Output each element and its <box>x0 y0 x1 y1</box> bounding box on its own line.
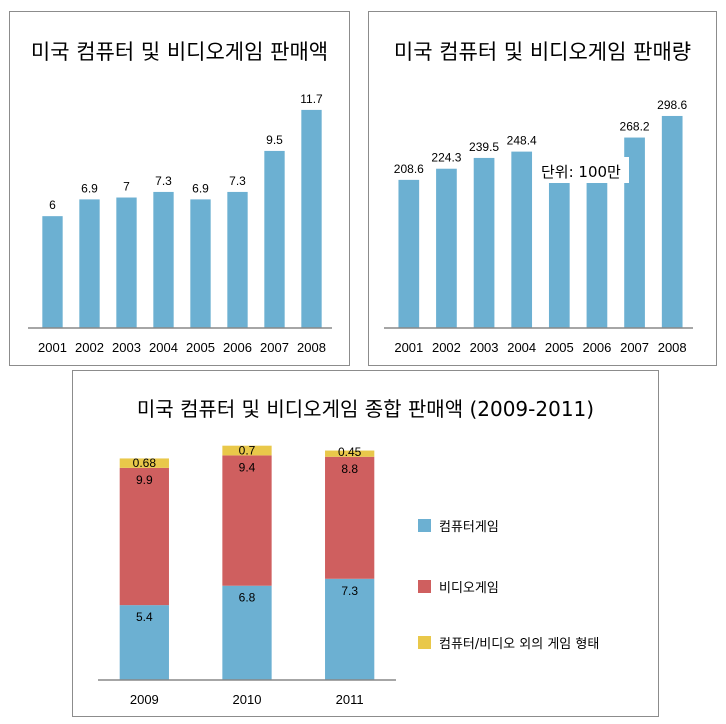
data-label: 0.7 <box>239 443 256 457</box>
data-label: 268.2 <box>620 120 650 134</box>
data-label: 298.6 <box>657 98 687 112</box>
stack-segment <box>222 455 272 586</box>
data-label: 0.45 <box>338 445 362 459</box>
bar <box>436 168 457 328</box>
stack-segment <box>325 456 375 579</box>
stack-segment <box>119 605 169 680</box>
sales-volume-chart-panel: 미국 컴퓨터 및 비디오게임 판매량 208.6 2001 224.3 2002 239… <box>368 11 717 366</box>
bar <box>624 137 645 328</box>
x-tick-label: 2003 <box>470 340 499 355</box>
legend-swatch <box>418 636 431 649</box>
sales-amount-chart-panel: 미국 컴퓨터 및 비디오게임 판매액 6 2001 6.9 2002 7 2003 7.3 2… <box>9 11 350 366</box>
data-label: 7.3 <box>341 584 358 598</box>
bar <box>42 216 63 328</box>
data-label: 6 <box>49 198 56 212</box>
x-tick-label: 2001 <box>394 340 423 355</box>
x-tick-label: 2003 <box>112 340 141 355</box>
x-tick-label: 2009 <box>130 692 159 707</box>
stack-segment <box>119 458 169 468</box>
stack-segment <box>325 450 375 457</box>
data-label: 11.7 <box>300 92 323 106</box>
bar <box>79 199 100 328</box>
data-label: 7 <box>123 180 130 194</box>
bar <box>548 157 570 328</box>
data-label: 6.8 <box>239 591 256 605</box>
data-label: 7.3 <box>155 174 172 188</box>
stack-segment <box>325 578 375 680</box>
data-label: 208.6 <box>394 162 424 176</box>
bar <box>116 197 137 328</box>
x-tick-label: 2006 <box>223 340 252 355</box>
x-tick-label: 2001 <box>38 340 67 355</box>
combined-sales-chart-panel: 미국 컴퓨터 및 비디오게임 종합 판매액 (2009-2011) 5.4 9.9… <box>72 370 659 717</box>
data-label: 248.4 <box>507 134 537 148</box>
bar <box>264 150 285 328</box>
bar <box>661 115 683 329</box>
chart-title: 미국 컴퓨터 및 비디오게임 판매액 <box>30 40 329 64</box>
legend-item: 컴퓨터/비디오 외의 게임 형태 <box>418 633 599 652</box>
data-label: 6.9 <box>192 181 209 195</box>
bar <box>153 191 174 328</box>
data-label: 6.9 <box>81 181 98 195</box>
x-tick-label: 2005 <box>545 340 574 355</box>
data-label: 9.4 <box>239 460 256 474</box>
bar <box>511 151 533 328</box>
x-tick-label: 2010 <box>233 692 262 707</box>
bar <box>398 179 420 328</box>
sales-amount-chart: 6 2001 6.9 2002 7 2003 7.3 2004 6.9 2005 7.3 2006 9.… <box>28 92 332 355</box>
x-tick-label: 2002 <box>432 340 461 355</box>
data-label: 9.5 <box>266 133 283 147</box>
unit-note-box <box>537 157 629 183</box>
stack-segment <box>222 445 272 456</box>
legend-label: 비디오게임 <box>439 581 499 596</box>
x-tick-label: 2004 <box>507 340 536 355</box>
x-tick-label: 2002 <box>75 340 104 355</box>
chart-title: 미국 컴퓨터 및 비디오게임 판매량 <box>393 40 692 64</box>
chart-title: 미국 컴퓨터 및 비디오게임 종합 판매액 (2009-2011) <box>136 397 595 421</box>
x-tick-label: 2006 <box>582 340 611 355</box>
bar <box>190 199 211 328</box>
legend-item: 비디오게임 <box>418 577 499 596</box>
data-label: 8.8 <box>341 462 358 476</box>
legend-label: 컴퓨터게임 <box>439 520 499 535</box>
bar <box>301 109 322 328</box>
data-label: 0.68 <box>133 456 157 470</box>
stack-segment <box>222 585 272 680</box>
x-tick-label: 2004 <box>149 340 178 355</box>
data-label: 7.3 <box>229 174 246 188</box>
x-tick-label: 2007 <box>260 340 289 355</box>
data-label: 5.4 <box>136 610 153 624</box>
legend-swatch <box>418 580 431 593</box>
x-tick-label: 2008 <box>297 340 326 355</box>
legend-item: 컴퓨터게임 <box>418 516 499 535</box>
bar <box>586 157 608 328</box>
data-label: 224.3 <box>431 151 461 165</box>
x-tick-label: 2007 <box>620 340 649 355</box>
combined-sales-chart: 5.4 9.9 0.68 2009 6.8 9.4 0.7 2010 7.3 8.8 0.45 201… <box>98 443 396 707</box>
bar <box>473 157 495 328</box>
legend-label: 컴퓨터/비디오 외의 게임 형태 <box>439 637 600 652</box>
bar <box>227 191 248 328</box>
x-tick-label: 2011 <box>336 692 364 707</box>
data-label: 239.5 <box>469 140 499 154</box>
sales-volume-chart: 208.6 2001 224.3 2002 239.5 2003 248.4 2004 2005… <box>384 98 693 355</box>
legend-swatch <box>418 519 431 532</box>
x-tick-label: 2005 <box>186 340 215 355</box>
stack-segment <box>119 467 169 606</box>
data-label: 9.9 <box>136 473 153 487</box>
x-tick-label: 2008 <box>658 340 687 355</box>
unit-note: 단위: 100만 <box>541 163 621 181</box>
